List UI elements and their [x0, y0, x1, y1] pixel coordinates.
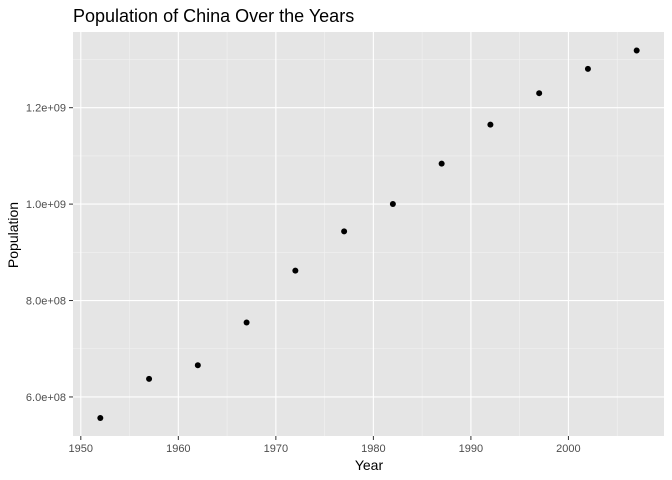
data-point [146, 375, 153, 382]
data-point [292, 267, 299, 274]
data-point [584, 65, 591, 72]
y-axis-ticks: 6.0e+08 8.0e+08 1.0e+09 1.2e+09 [26, 103, 73, 404]
data-point [487, 121, 494, 128]
x-tick-label: 2000 [556, 443, 580, 455]
y-tick-label: 6.0e+08 [26, 392, 66, 404]
y-tick-label: 8.0e+08 [26, 296, 66, 308]
data-points [97, 47, 640, 422]
data-point [243, 319, 250, 326]
y-axis-title: Population [5, 202, 21, 268]
x-tick-label: 1950 [69, 443, 93, 455]
data-point [389, 200, 396, 207]
chart-title: Population of China Over the Years [73, 6, 354, 26]
minor-gridlines [73, 32, 664, 436]
major-gridlines [73, 32, 664, 436]
data-point [633, 47, 640, 54]
y-tick-label: 1.2e+09 [26, 103, 66, 115]
data-point [438, 160, 445, 167]
data-point [536, 90, 543, 97]
x-tick-label: 1970 [264, 443, 288, 455]
x-axis-ticks: 1950 1960 1970 1980 1990 2000 [69, 436, 581, 455]
x-axis-title: Year [355, 457, 384, 473]
x-tick-label: 1990 [459, 443, 483, 455]
y-tick-label: 1.0e+09 [26, 199, 66, 211]
x-tick-label: 1980 [361, 443, 385, 455]
data-point [97, 415, 104, 422]
plot-panel [73, 32, 664, 436]
data-point [194, 362, 201, 369]
data-point [341, 228, 348, 235]
x-tick-label: 1960 [166, 443, 190, 455]
